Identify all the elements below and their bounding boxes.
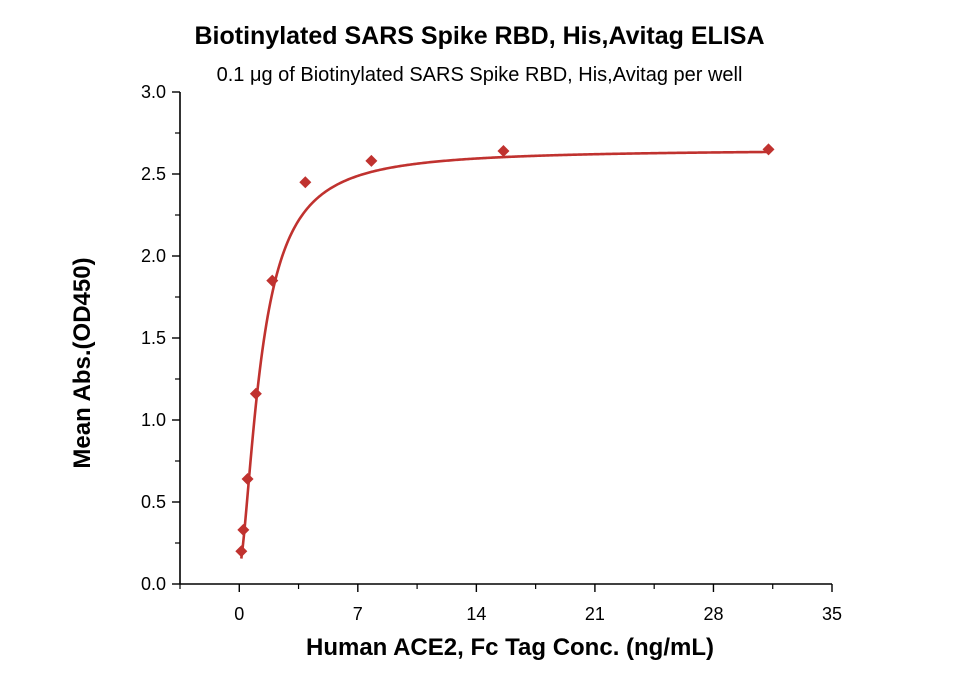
axes: 0.0 0.5 1.0 1.5 2.0 2.5 3.0 0 7 14 21 28 35 (141, 82, 842, 624)
x-tick-label: 21 (585, 604, 605, 624)
x-tick-label: 35 (822, 604, 842, 624)
data-point (237, 523, 250, 536)
x-tick-label: 7 (353, 604, 363, 624)
data-point (365, 154, 378, 167)
y-tick-label: 1.5 (141, 328, 166, 348)
y-tick-label: 3.0 (141, 82, 166, 102)
x-tick-label: 0 (234, 604, 244, 624)
y-tick-label: 2.0 (141, 246, 166, 266)
y-tick-label: 2.5 (141, 164, 166, 184)
data-point (497, 145, 510, 158)
chart-title: Biotinylated SARS Spike RBD, His,Avitag … (194, 22, 765, 50)
data-point (762, 143, 775, 156)
data-point (299, 176, 312, 189)
y-axis-label: Mean Abs.(OD450) (69, 257, 96, 469)
fit-curve (240, 150, 769, 559)
data-points-layer (235, 143, 775, 558)
data-point (241, 473, 254, 486)
data-point (249, 387, 262, 400)
data-point (266, 274, 279, 287)
y-tick-label: 1.0 (141, 410, 166, 430)
fit-curve-layer (240, 150, 769, 559)
y-tick-label: 0.0 (141, 574, 166, 594)
x-tick-label: 28 (703, 604, 723, 624)
chart-subtitle: 0.1 μg of Biotinylated SARS Spike RBD, H… (216, 64, 743, 86)
data-point (235, 545, 248, 558)
x-axis-label: Human ACE2, Fc Tag Conc. (ng/mL) (305, 634, 714, 661)
y-tick-label: 0.5 (141, 492, 166, 512)
x-tick-label: 14 (466, 604, 486, 624)
